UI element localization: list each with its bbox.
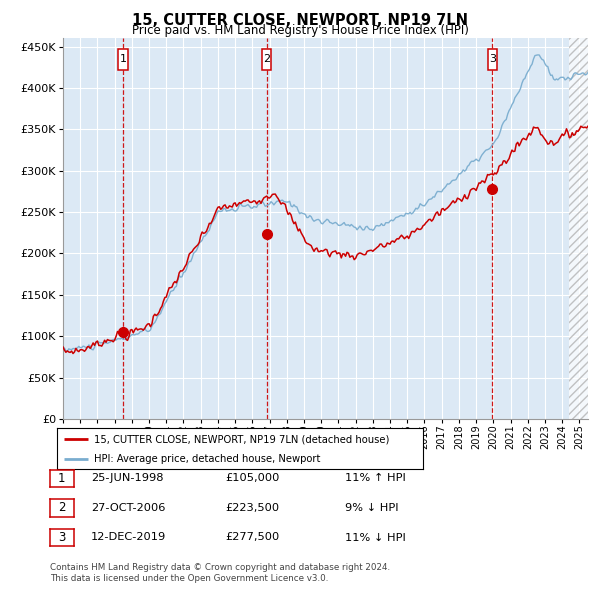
Text: 1: 1 [119, 54, 127, 64]
FancyBboxPatch shape [488, 49, 497, 70]
Text: 15, CUTTER CLOSE, NEWPORT, NP19 7LN (detached house): 15, CUTTER CLOSE, NEWPORT, NP19 7LN (det… [94, 434, 389, 444]
Text: 11% ↓ HPI: 11% ↓ HPI [345, 533, 406, 542]
Text: 9% ↓ HPI: 9% ↓ HPI [345, 503, 398, 513]
Text: £105,000: £105,000 [225, 474, 280, 483]
FancyBboxPatch shape [118, 49, 128, 70]
Text: £223,500: £223,500 [225, 503, 279, 513]
Text: 11% ↑ HPI: 11% ↑ HPI [345, 474, 406, 483]
Polygon shape [569, 38, 588, 419]
Text: 25-JUN-1998: 25-JUN-1998 [91, 474, 164, 483]
Text: 2: 2 [58, 502, 65, 514]
Text: 1: 1 [58, 472, 65, 485]
Text: This data is licensed under the Open Government Licence v3.0.: This data is licensed under the Open Gov… [50, 574, 328, 583]
Text: 3: 3 [58, 531, 65, 544]
Text: 2: 2 [263, 54, 270, 64]
Text: HPI: Average price, detached house, Newport: HPI: Average price, detached house, Newp… [94, 454, 320, 464]
Text: Price paid vs. HM Land Registry's House Price Index (HPI): Price paid vs. HM Land Registry's House … [131, 24, 469, 37]
Text: 27-OCT-2006: 27-OCT-2006 [91, 503, 166, 513]
FancyBboxPatch shape [262, 49, 271, 70]
Text: £277,500: £277,500 [225, 533, 279, 542]
Text: Contains HM Land Registry data © Crown copyright and database right 2024.: Contains HM Land Registry data © Crown c… [50, 563, 390, 572]
Text: 12-DEC-2019: 12-DEC-2019 [91, 533, 166, 542]
Text: 15, CUTTER CLOSE, NEWPORT, NP19 7LN: 15, CUTTER CLOSE, NEWPORT, NP19 7LN [132, 13, 468, 28]
Text: 3: 3 [489, 54, 496, 64]
